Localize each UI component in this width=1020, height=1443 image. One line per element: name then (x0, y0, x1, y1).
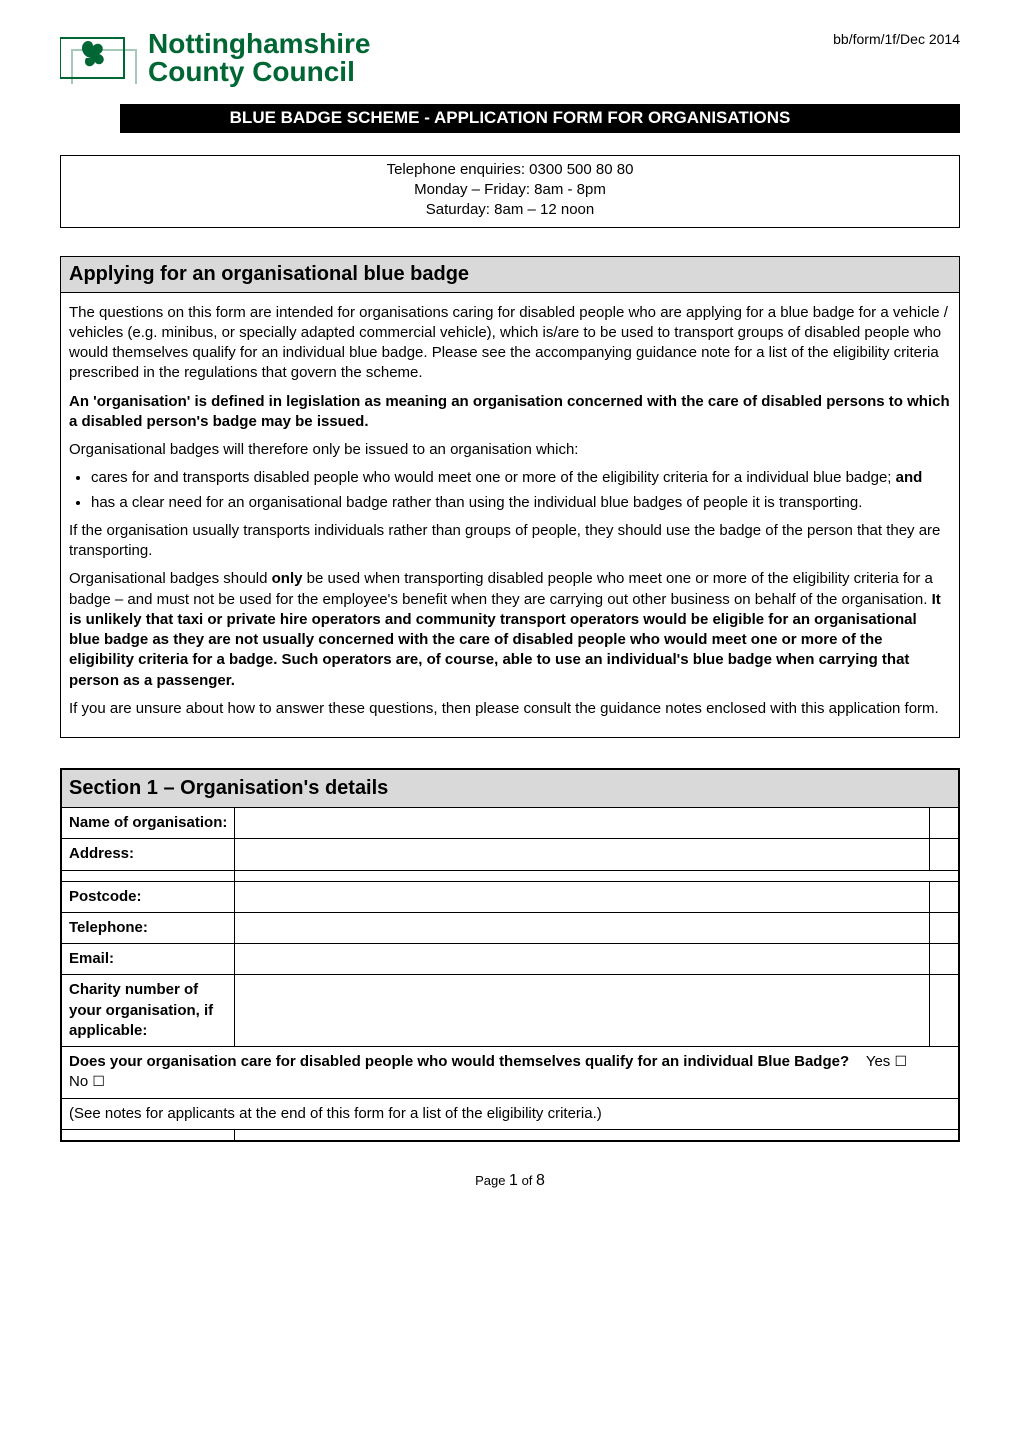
logo-line2: County Council (148, 58, 370, 86)
blank-row-lead (61, 1129, 235, 1141)
intro-bullet1: cares for and transports disabled people… (91, 468, 951, 488)
checkbox-icon: ☐ (894, 1053, 907, 1069)
email-tail-cell (929, 944, 959, 975)
page-total: 8 (536, 1172, 545, 1189)
no-option[interactable]: No ☐ (69, 1072, 105, 1092)
intro-heading: Applying for an organisational blue badg… (60, 256, 960, 293)
form-code: bb/form/1f/Dec 2014 (833, 30, 960, 49)
email-input[interactable] (235, 944, 929, 975)
yes-option[interactable]: Yes ☐ (866, 1052, 907, 1072)
eligibility-note: (See notes for applicants at the end of … (61, 1098, 959, 1129)
email-label: Email: (61, 944, 235, 975)
address-tail-cell (929, 839, 959, 870)
name-label: Name of organisation: (61, 808, 235, 839)
logo-line1: Nottinghamshire (148, 30, 370, 58)
charity-input[interactable] (235, 975, 929, 1047)
intro-box: Applying for an organisational blue badg… (60, 256, 960, 739)
name-tail-cell (929, 808, 959, 839)
section1-table: Section 1 – Organisation's details Name … (60, 768, 960, 1142)
address-row2-lead (61, 870, 235, 881)
page-number: Page 1 of 8 (60, 1170, 960, 1192)
section1-heading: Section 1 – Organisation's details (61, 769, 959, 808)
intro-para1: The questions on this form are intended … (69, 303, 951, 384)
intro-bullet2: has a clear need for an organisational b… (91, 493, 951, 513)
care-question-row: Does your organisation care for disabled… (61, 1047, 959, 1099)
telephone-label: Telephone: (61, 912, 235, 943)
intro-para3: Organisational badges will therefore onl… (69, 440, 951, 460)
checkbox-icon: ☐ (92, 1073, 105, 1089)
telephone-tail-cell (929, 912, 959, 943)
care-question: Does your organisation care for disabled… (69, 1053, 849, 1070)
name-label-text: Name of organisation (69, 814, 222, 831)
title-bar: BLUE BADGE SCHEME - APPLICATION FORM FOR… (60, 104, 960, 133)
intro-para4: If the organisation usually transports i… (69, 521, 951, 562)
no-label: No (69, 1073, 88, 1090)
bullet1-text: cares for and transports disabled people… (91, 469, 896, 486)
page-label-b: of (518, 1173, 536, 1188)
yes-label: Yes (866, 1053, 890, 1070)
contact-box: Telephone enquiries: 0300 500 80 80 Mond… (60, 155, 960, 228)
address-input-2[interactable] (235, 870, 959, 881)
charity-label: Charity number of your organisation, if … (61, 975, 235, 1047)
council-logo: Nottinghamshire County Council (60, 30, 370, 86)
postcode-label: Postcode: (61, 881, 235, 912)
intro-bullets: cares for and transports disabled people… (91, 468, 951, 513)
intro-para5: Organisational badges should only be use… (69, 569, 951, 691)
charity-tail-cell (929, 975, 959, 1047)
name-input[interactable] (235, 808, 929, 839)
page-label-a: Page (475, 1173, 509, 1188)
contact-line1: Telephone enquiries: 0300 500 80 80 (61, 160, 959, 180)
intro-para2: An 'organisation' is defined in legislat… (69, 392, 951, 433)
contact-line2: Monday – Friday: 8am - 8pm (61, 180, 959, 200)
para5-only: only (272, 570, 303, 587)
intro-para6: If you are unsure about how to answer th… (69, 699, 951, 719)
para5-a: Organisational badges should (69, 570, 272, 587)
page-header: Nottinghamshire County Council bb/form/1… (60, 30, 960, 86)
address-label: Address: (61, 839, 235, 870)
title-text: BLUE BADGE SCHEME - APPLICATION FORM FOR… (60, 107, 960, 130)
address-input-1[interactable] (235, 839, 929, 870)
oak-leaf-icon (60, 32, 140, 84)
bullet1-and: and (896, 469, 923, 486)
page-current: 1 (509, 1172, 518, 1189)
postcode-tail-cell (929, 881, 959, 912)
contact-line3: Saturday: 8am – 12 noon (61, 200, 959, 220)
postcode-input[interactable] (235, 881, 929, 912)
blank-row-input[interactable] (235, 1129, 959, 1141)
logo-text: Nottinghamshire County Council (148, 30, 370, 86)
telephone-input[interactable] (235, 912, 929, 943)
